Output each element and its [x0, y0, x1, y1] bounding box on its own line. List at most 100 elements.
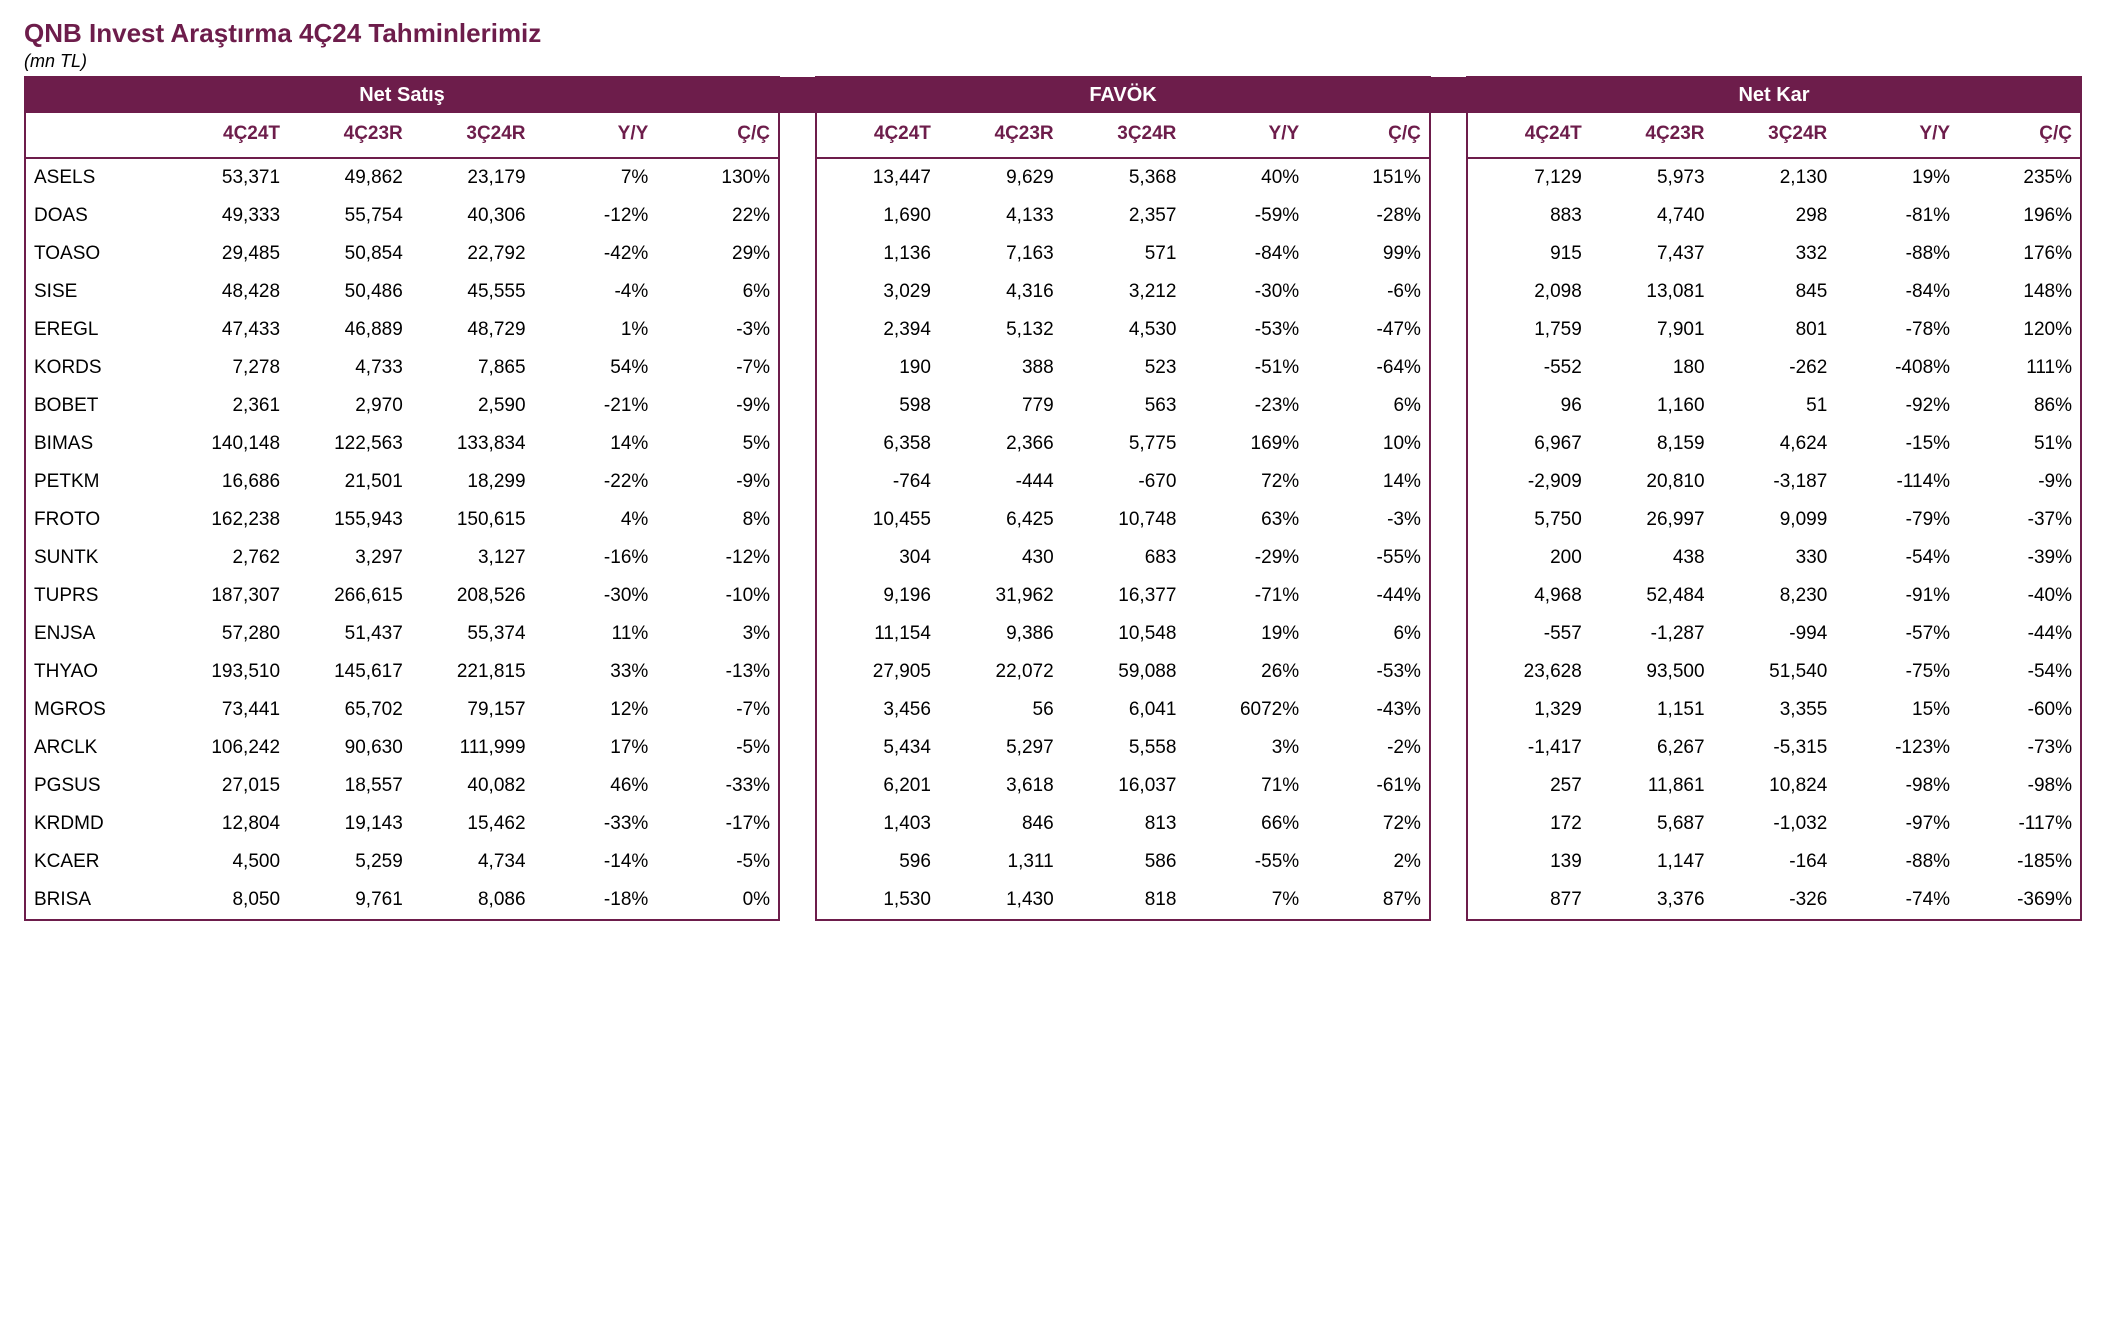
gap-cell — [1430, 463, 1467, 501]
net-satis-cell: 130% — [656, 158, 779, 197]
favok-cell: 2,394 — [816, 311, 939, 349]
gap-cell — [779, 463, 816, 501]
net-satis-cell: 7,278 — [165, 349, 288, 387]
net-kar-cell: 257 — [1467, 767, 1590, 805]
net-kar-cell: 86% — [1958, 387, 2081, 425]
net-kar-cell: -91% — [1835, 577, 1958, 615]
ticker-cell: KORDS — [25, 349, 165, 387]
net-kar-cell: 23,628 — [1467, 653, 1590, 691]
net-kar-cell: 1,759 — [1467, 311, 1590, 349]
net-kar-cell: 172 — [1467, 805, 1590, 843]
col-nk-cc: Ç/Ç — [1958, 113, 2081, 158]
table-row: PETKM16,68621,50118,299-22%-9%-764-444-6… — [25, 463, 2081, 501]
net-kar-cell: -81% — [1835, 197, 1958, 235]
ticker-cell: BIMAS — [25, 425, 165, 463]
net-kar-cell: 5,687 — [1590, 805, 1713, 843]
net-satis-cell: 4% — [534, 501, 657, 539]
favok-cell: -29% — [1184, 539, 1307, 577]
net-satis-cell: 6% — [656, 273, 779, 311]
net-satis-cell: -10% — [656, 577, 779, 615]
net-kar-cell: 19% — [1835, 158, 1958, 197]
favok-cell: 6,358 — [816, 425, 939, 463]
table-row: TOASO29,48550,85422,792-42%29%1,1367,163… — [25, 235, 2081, 273]
net-kar-cell: -369% — [1958, 881, 2081, 920]
favok-cell: -3% — [1307, 501, 1430, 539]
net-kar-cell: -326 — [1713, 881, 1836, 920]
favok-cell: 16,037 — [1062, 767, 1185, 805]
favok-cell: 6% — [1307, 387, 1430, 425]
net-satis-cell: 17% — [534, 729, 657, 767]
net-kar-cell: 4,968 — [1467, 577, 1590, 615]
net-satis-cell: -7% — [656, 349, 779, 387]
net-satis-cell: 221,815 — [411, 653, 534, 691]
favok-cell: 11,154 — [816, 615, 939, 653]
table-row: ARCLK106,24290,630111,99917%-5%5,4345,29… — [25, 729, 2081, 767]
net-satis-cell: -18% — [534, 881, 657, 920]
favok-cell: -6% — [1307, 273, 1430, 311]
gap-cell — [1430, 767, 1467, 805]
favok-cell: 2,357 — [1062, 197, 1185, 235]
favok-cell: 10,548 — [1062, 615, 1185, 653]
net-kar-cell: -557 — [1467, 615, 1590, 653]
gap-cell — [1430, 158, 1467, 197]
net-satis-cell: 5% — [656, 425, 779, 463]
favok-cell: 596 — [816, 843, 939, 881]
net-kar-cell: 7,437 — [1590, 235, 1713, 273]
favok-cell: 190 — [816, 349, 939, 387]
favok-cell: 5,368 — [1062, 158, 1185, 197]
net-kar-cell: -2,909 — [1467, 463, 1590, 501]
net-kar-cell: -1,032 — [1713, 805, 1836, 843]
net-kar-cell: 51% — [1958, 425, 2081, 463]
gap-cell — [779, 235, 816, 273]
net-satis-cell: 18,557 — [288, 767, 411, 805]
favok-cell: -64% — [1307, 349, 1430, 387]
net-satis-cell: 90,630 — [288, 729, 411, 767]
table-row: BRISA8,0509,7618,086-18%0%1,5301,4308187… — [25, 881, 2081, 920]
favok-cell: 1,311 — [939, 843, 1062, 881]
net-kar-cell: 330 — [1713, 539, 1836, 577]
table-row: MGROS73,44165,70279,15712%-7%3,456566,04… — [25, 691, 2081, 729]
favok-cell: 3,618 — [939, 767, 1062, 805]
gap-cell — [779, 387, 816, 425]
gap-cell — [779, 349, 816, 387]
net-satis-cell: 8,050 — [165, 881, 288, 920]
favok-cell: 87% — [1307, 881, 1430, 920]
group-header-favok: FAVÖK — [816, 77, 1430, 113]
favok-cell: 523 — [1062, 349, 1185, 387]
gap-cell — [779, 311, 816, 349]
favok-cell: 304 — [816, 539, 939, 577]
favok-cell: 10,455 — [816, 501, 939, 539]
net-satis-cell: -14% — [534, 843, 657, 881]
favok-cell: -55% — [1184, 843, 1307, 881]
net-satis-cell: -21% — [534, 387, 657, 425]
col-ns-cc: Ç/Ç — [656, 113, 779, 158]
gap-cell — [1430, 691, 1467, 729]
ticker-cell: THYAO — [25, 653, 165, 691]
group-header-row: Net Satış FAVÖK Net Kar — [25, 77, 2081, 113]
net-kar-cell: 1,147 — [1590, 843, 1713, 881]
net-satis-cell: 8,086 — [411, 881, 534, 920]
net-satis-cell: 12,804 — [165, 805, 288, 843]
table-row: SUNTK2,7623,2973,127-16%-12%304430683-29… — [25, 539, 2081, 577]
net-satis-cell: -4% — [534, 273, 657, 311]
gap-cell — [1430, 539, 1467, 577]
net-kar-cell: -15% — [1835, 425, 1958, 463]
net-satis-cell: 27,015 — [165, 767, 288, 805]
favok-cell: -53% — [1184, 311, 1307, 349]
col-ticker — [25, 113, 165, 158]
ticker-cell: TOASO — [25, 235, 165, 273]
net-satis-cell: -42% — [534, 235, 657, 273]
favok-cell: -47% — [1307, 311, 1430, 349]
gap-cell — [779, 273, 816, 311]
favok-cell: -44% — [1307, 577, 1430, 615]
table-row: BOBET2,3612,9702,590-21%-9%598779563-23%… — [25, 387, 2081, 425]
net-kar-cell: 51 — [1713, 387, 1836, 425]
net-kar-cell: -117% — [1958, 805, 2081, 843]
net-kar-cell: -79% — [1835, 501, 1958, 539]
net-satis-cell: 57,280 — [165, 615, 288, 653]
net-satis-cell: 45,555 — [411, 273, 534, 311]
group-header-net-satis: Net Satış — [25, 77, 779, 113]
col-fv-4c24t: 4Ç24T — [816, 113, 939, 158]
net-kar-cell: -39% — [1958, 539, 2081, 577]
net-satis-cell: 50,486 — [288, 273, 411, 311]
